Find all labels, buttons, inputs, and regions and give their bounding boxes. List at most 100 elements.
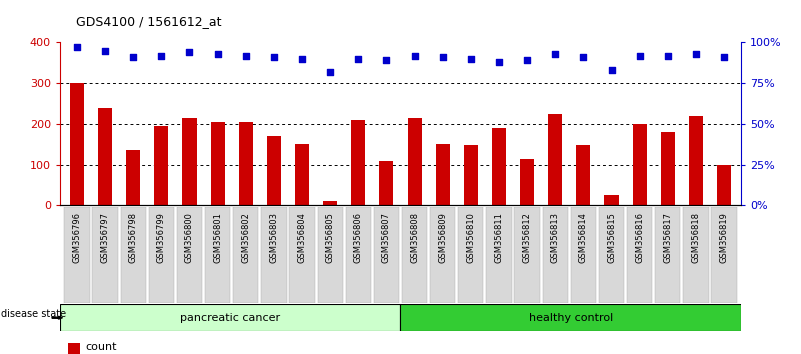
- Point: [690, 51, 702, 57]
- Bar: [689, 116, 703, 205]
- Text: GSM356812: GSM356812: [522, 212, 532, 263]
- Bar: [514, 207, 540, 303]
- Text: GSM356807: GSM356807: [382, 212, 391, 263]
- Text: healthy control: healthy control: [529, 313, 613, 323]
- Text: GSM356798: GSM356798: [129, 212, 138, 263]
- Bar: [211, 122, 224, 205]
- Point: [465, 56, 477, 62]
- Bar: [458, 207, 484, 303]
- Bar: [323, 201, 337, 205]
- Bar: [239, 122, 253, 205]
- Bar: [627, 207, 652, 303]
- Point: [662, 53, 674, 58]
- Bar: [205, 207, 230, 303]
- Text: count: count: [86, 342, 117, 352]
- Text: GSM356819: GSM356819: [719, 212, 729, 263]
- Bar: [261, 207, 287, 303]
- Bar: [548, 114, 562, 205]
- Point: [183, 50, 196, 55]
- Point: [409, 53, 421, 58]
- Text: GSM356816: GSM356816: [635, 212, 644, 263]
- Text: GSM356804: GSM356804: [297, 212, 307, 263]
- Point: [380, 58, 392, 63]
- Bar: [430, 207, 455, 303]
- Bar: [92, 207, 118, 303]
- Bar: [408, 118, 421, 205]
- Text: GDS4100 / 1561612_at: GDS4100 / 1561612_at: [76, 15, 222, 28]
- Bar: [98, 108, 112, 205]
- Text: GSM356817: GSM356817: [663, 212, 672, 263]
- Bar: [177, 207, 202, 303]
- Bar: [717, 165, 731, 205]
- Bar: [486, 207, 512, 303]
- Text: GSM356802: GSM356802: [241, 212, 250, 263]
- Bar: [605, 195, 618, 205]
- Text: GSM356796: GSM356796: [72, 212, 82, 263]
- Point: [521, 58, 533, 63]
- Text: GSM356809: GSM356809: [438, 212, 447, 263]
- Text: GSM356799: GSM356799: [157, 212, 166, 263]
- Point: [99, 48, 111, 53]
- Point: [268, 54, 280, 60]
- Bar: [661, 132, 674, 205]
- Text: GSM356811: GSM356811: [494, 212, 504, 263]
- Text: pancreatic cancer: pancreatic cancer: [180, 313, 280, 323]
- Bar: [633, 124, 646, 205]
- Bar: [346, 207, 371, 303]
- Point: [211, 51, 224, 57]
- Point: [239, 53, 252, 58]
- Point: [155, 53, 167, 58]
- Bar: [267, 136, 281, 205]
- Bar: [289, 207, 315, 303]
- Text: GSM356810: GSM356810: [466, 212, 475, 263]
- Point: [634, 53, 646, 58]
- Text: GSM356801: GSM356801: [213, 212, 222, 263]
- Text: GSM356800: GSM356800: [185, 212, 194, 263]
- Text: GSM356815: GSM356815: [607, 212, 616, 263]
- Bar: [233, 207, 259, 303]
- Bar: [121, 207, 146, 303]
- Bar: [599, 207, 624, 303]
- Bar: [492, 128, 506, 205]
- Bar: [711, 207, 737, 303]
- Text: GSM356797: GSM356797: [101, 212, 110, 263]
- Bar: [127, 150, 140, 205]
- Point: [577, 54, 590, 60]
- Bar: [520, 159, 534, 205]
- Bar: [402, 207, 427, 303]
- Bar: [149, 207, 174, 303]
- Bar: [155, 126, 168, 205]
- Bar: [183, 118, 196, 205]
- Text: GSM356805: GSM356805: [326, 212, 335, 263]
- Point: [324, 69, 336, 75]
- Point: [70, 45, 83, 50]
- Point: [605, 67, 618, 73]
- Bar: [70, 83, 84, 205]
- Bar: [380, 161, 393, 205]
- Bar: [64, 207, 90, 303]
- Bar: [570, 207, 596, 303]
- Point: [549, 51, 562, 57]
- Bar: [374, 207, 399, 303]
- Bar: [683, 207, 709, 303]
- Text: disease state: disease state: [1, 309, 66, 319]
- Point: [352, 56, 364, 62]
- Bar: [400, 304, 741, 331]
- Point: [493, 59, 505, 65]
- Text: GSM356808: GSM356808: [410, 212, 419, 263]
- Text: GSM356806: GSM356806: [354, 212, 363, 263]
- Bar: [295, 144, 309, 205]
- Point: [437, 54, 449, 60]
- Bar: [464, 145, 478, 205]
- Text: GSM356803: GSM356803: [269, 212, 279, 263]
- Point: [296, 56, 308, 62]
- Bar: [655, 207, 680, 303]
- Text: GSM356813: GSM356813: [551, 212, 560, 263]
- Point: [127, 54, 139, 60]
- Text: GSM356814: GSM356814: [579, 212, 588, 263]
- Bar: [436, 144, 449, 205]
- Point: [718, 54, 731, 60]
- Text: GSM356818: GSM356818: [691, 212, 700, 263]
- Bar: [577, 145, 590, 205]
- Bar: [352, 120, 365, 205]
